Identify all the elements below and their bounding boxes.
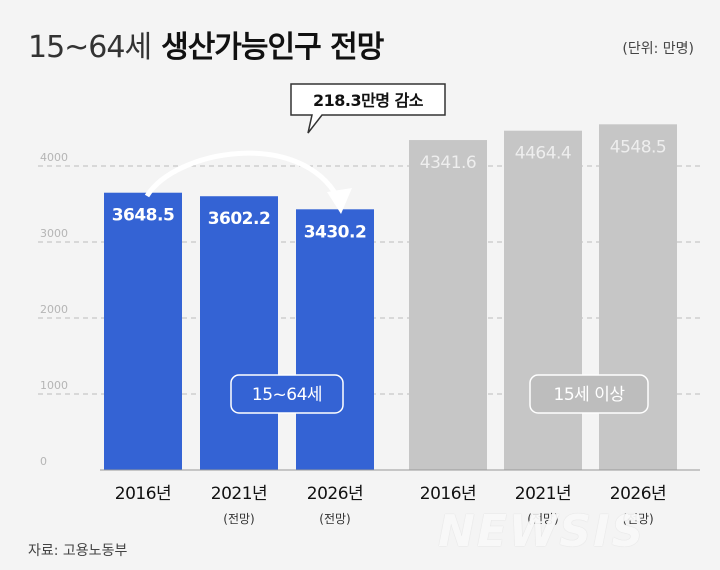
data-label: 3602.2 (208, 209, 271, 229)
data-label: 3430.2 (304, 222, 367, 242)
bar (104, 192, 182, 471)
decrease-label: 218.3만명 감소 (313, 91, 424, 110)
category-label: 2021년 (211, 484, 267, 504)
bar (296, 209, 374, 470)
data-label: 4464.4 (515, 144, 571, 164)
data-label: 4548.5 (610, 137, 666, 157)
group-label-box (230, 374, 344, 414)
category-label: 2016년 (420, 484, 476, 504)
category-label: 2026년 (307, 484, 363, 504)
watermark: NEWSIS (438, 506, 646, 557)
bar (599, 124, 677, 471)
title-main: 생산가능인구 전망 (161, 30, 384, 65)
y-tick-label: 1000 (40, 379, 68, 392)
arrow-head (327, 188, 352, 214)
bar (409, 140, 487, 471)
y-tick-label: 4000 (40, 151, 68, 164)
source-label: 자료: 고용노동부 (28, 543, 128, 559)
data-label: 4341.6 (420, 153, 476, 173)
arrow-curve (144, 150, 341, 200)
data-label: 3648.5 (112, 206, 175, 226)
group-label-box (529, 374, 649, 414)
category-note: (전망) (223, 512, 254, 526)
unit-label: (단위: 만명) (622, 41, 694, 57)
category-label: 2016년 (115, 484, 171, 504)
category-label: 2026년 (610, 484, 666, 504)
category-note: (전망) (527, 512, 558, 526)
category-note: (전망) (319, 512, 350, 526)
y-tick-label: 0 (40, 455, 47, 468)
title-prefix: 15~64세 (28, 30, 152, 65)
bar (200, 196, 278, 471)
callout-box (290, 83, 446, 134)
category-label: 2021년 (515, 484, 571, 504)
category-note: (전망) (622, 512, 653, 526)
bar (504, 130, 582, 470)
y-tick-label: 2000 (40, 303, 68, 316)
chart-title: 15~64세 생산가능인구 전망 (28, 22, 384, 66)
y-tick-label: 3000 (40, 227, 68, 240)
group-label: 15세 이상 (554, 385, 626, 405)
group-label: 15~64세 (252, 385, 322, 405)
